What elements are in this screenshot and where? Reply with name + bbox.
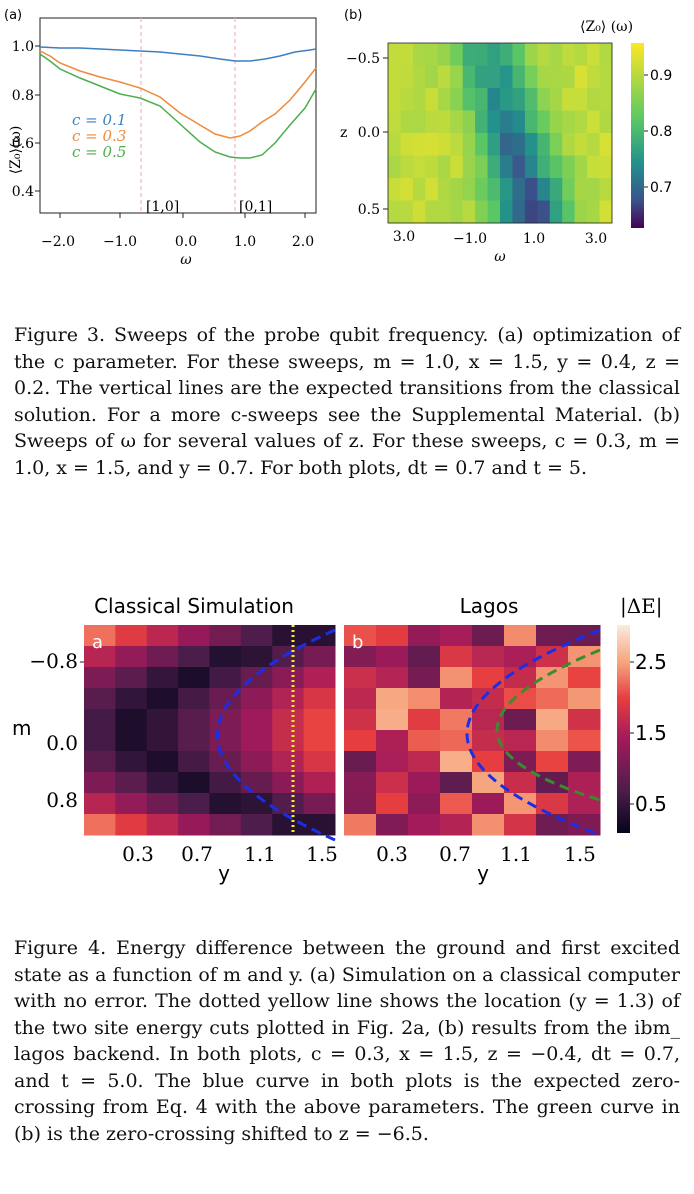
x-axis-label: ω xyxy=(180,252,192,268)
panel-label: a xyxy=(92,632,103,653)
colorbar-tick: 2.5 xyxy=(635,650,667,674)
colorbar-tick: 0.5 xyxy=(635,792,667,816)
y-axis-label: z xyxy=(340,125,347,141)
xtick: −1.0 xyxy=(453,231,487,247)
heatmap-grid xyxy=(84,625,336,836)
zero-crossing-curve xyxy=(216,628,336,842)
xtick: 0.0 xyxy=(175,234,197,250)
transition-label: [1,0] xyxy=(146,199,179,215)
xtick: 0.7 xyxy=(181,842,213,866)
shifted-zero-crossing-curve xyxy=(495,648,601,802)
legend-entry: c = 0.1 xyxy=(72,111,126,129)
ytick: −0.8 xyxy=(29,649,78,673)
x-axis-label: y xyxy=(477,861,489,885)
x-axis-label: y xyxy=(218,861,230,885)
legend-entry: c = 0.5 xyxy=(72,143,126,161)
xtick: 1.5 xyxy=(306,842,338,866)
ytick: 0.0 xyxy=(358,125,380,141)
heatmap-grid xyxy=(388,43,613,224)
xtick: 2.0 xyxy=(292,234,314,250)
xtick: −1.0 xyxy=(103,234,137,250)
xtick: 1.5 xyxy=(564,842,596,866)
xtick: 1.0 xyxy=(523,231,545,247)
colorbar-tick: 0.9 xyxy=(650,68,672,84)
xtick: 0.3 xyxy=(122,842,154,866)
caption-text: Sweeps of the probe qubit frequency. (a)… xyxy=(14,324,680,479)
xtick: 3.0 xyxy=(585,231,607,247)
xtick: 0.3 xyxy=(376,842,408,866)
xtick: 0.7 xyxy=(439,842,471,866)
colorbar-tick: 1.5 xyxy=(635,721,667,745)
caption-text: Energy difference between the ground and… xyxy=(14,937,681,1145)
heatmap-grid xyxy=(344,625,601,836)
legend-entry: c = 0.3 xyxy=(72,127,126,145)
caption-label: Figure 4. xyxy=(14,937,107,959)
caption-label: Figure 3. xyxy=(14,324,106,346)
xtick: 1.1 xyxy=(500,842,532,866)
figure3-panel-b: (b) −0.5 0.0 z 0.5 3.0 −1.0 1.0 3.0 ω ⟨Z… xyxy=(340,8,672,265)
ytick: 0.0 xyxy=(46,731,78,755)
y-axis-label: m xyxy=(12,716,31,740)
ytick: −0.5 xyxy=(346,51,380,67)
ytick: 1.0 xyxy=(12,39,34,55)
colorbar-title: |ΔE| xyxy=(620,594,663,619)
ytick: 0.8 xyxy=(12,88,34,104)
xtick: 3.0 xyxy=(393,229,415,245)
panel-label: (b) xyxy=(344,8,362,23)
xtick: −2.0 xyxy=(41,234,75,250)
figure3-panel-a: (a) 1.0 0.8 0.6 0.4 −2.0 −1.0 0.0 1.0 2.… xyxy=(4,8,317,268)
ytick: 0.6 xyxy=(12,136,34,152)
xtick: 1.1 xyxy=(244,842,276,866)
colorbar-title: ⟨Z₀⟩ (ω) xyxy=(580,19,633,35)
panel-title: Lagos xyxy=(460,594,519,618)
ytick: 0.4 xyxy=(12,184,34,200)
panel-label: (a) xyxy=(4,8,22,23)
xtick: 1.0 xyxy=(234,234,256,250)
panel-label: b xyxy=(352,632,363,653)
panel-title: Classical Simulation xyxy=(94,594,294,618)
transition-label: [0,1] xyxy=(239,199,272,215)
ytick: 0.8 xyxy=(46,788,78,812)
figure4-panel-a: Classical Simulation a −0.8 0.0 m 0.8 0.… xyxy=(12,594,338,885)
ytick: 0.5 xyxy=(358,202,380,218)
colorbar xyxy=(631,43,644,228)
figure4-caption: Figure 4. Energy difference between the … xyxy=(14,935,680,1147)
colorbar xyxy=(617,625,630,833)
figure3-caption: Figure 3. Sweeps of the probe qubit freq… xyxy=(14,322,680,481)
zero-crossing-curve xyxy=(465,628,601,837)
colorbar-tick: 0.8 xyxy=(650,124,672,140)
x-axis-label: ω xyxy=(494,249,506,265)
figure4-panel-b: Lagos b 0.3 0.7 1.1 1.5 y |ΔE| 2.5 1.5 0… xyxy=(344,594,667,885)
colorbar-tick: 0.7 xyxy=(650,180,672,196)
y-axis-label: ⟨Z₀⟩(ω) xyxy=(8,126,24,175)
